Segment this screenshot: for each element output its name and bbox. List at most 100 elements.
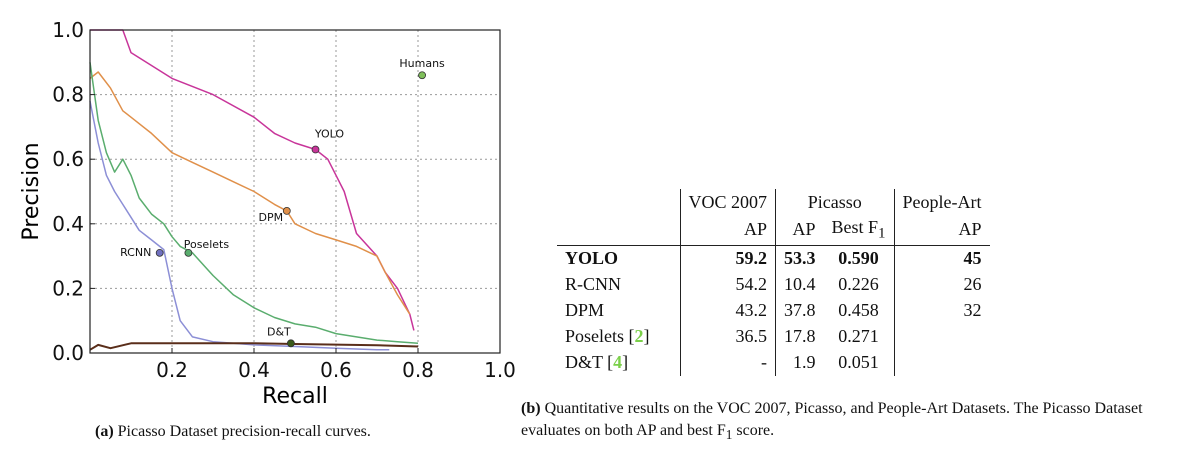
point-marker-dt [286,339,295,348]
y-tick-label: 0.6 [52,147,84,171]
col-best-f1: Best F1 [823,215,895,246]
axis-ticks: 0.2 0.4 0.6 0.8 1.0 0.0 0.2 0.4 0.6 0.8 1.0 [52,18,516,382]
cell-best-f1: 0.051 [838,352,879,373]
header-peopleart: People-Art [893,189,990,215]
row-method-name: R-CNN [557,272,680,298]
point-label: RCNN [120,246,151,259]
cell-voc-ap: 59.2 [679,245,776,272]
point-marker-rcnn [155,248,164,257]
point-label: DPM [258,211,283,224]
cell-picasso-ap: 53.3 [775,245,824,272]
cell-voc-ap: 54.2 [679,271,776,298]
cell-peopleart-ap: 32 [893,297,990,324]
cell-voc-ap: 36.5 [679,323,776,350]
row-method-name: YOLO [557,245,680,272]
table-row: R-CNN 54.2 10.4 0.226 26 [557,271,990,298]
results-table: VOC 2007 Picasso People-Art AP AP Best F… [557,189,990,376]
x-tick-label: 0.4 [238,358,270,382]
method-label: DPM [565,300,605,321]
col-best-f-sub: 1 [878,225,886,242]
cell-peopleart-ap: 45 [893,245,990,272]
header-picasso: Picasso [775,189,895,215]
col-picasso-ap: AP [775,215,824,246]
cell-voc-ap: - [679,349,776,376]
y-tick-label: 0.8 [52,83,84,107]
series-curves [89,29,419,351]
method-label: D&T [565,352,603,373]
col-peopleart-ap: AP [893,215,990,246]
table-body: YOLO 59.2 53.3 0.590 45 R-CNN 54.2 10.4 0.226 26 D… [557,245,990,376]
cell-best-f1: 0.458 [838,300,879,321]
caption-a-prefix: (a) [95,423,114,440]
cell-peopleart-ap: 26 [893,271,990,298]
cell-voc-ap: 43.2 [679,297,776,324]
caption-b-text: Quantitative results on the VOC 2007, Pi… [521,400,1143,439]
point-label: D&T [267,325,291,338]
col-best-f-label: Best F [831,217,879,237]
method-label: R-CNN [565,274,622,295]
grid-lines [90,29,501,354]
x-tick-label: 0.8 [402,358,434,382]
y-tick-label: 1.0 [52,18,84,42]
cell-picasso-ap: 10.4 [775,271,824,298]
series-line-poselets [89,62,419,345]
cell-picasso-ap: 17.8 [775,323,824,350]
x-tick-label: 1.0 [484,358,516,382]
empty-corner-2 [557,215,681,246]
col-voc-ap: AP [679,215,776,246]
x-axis-label: Recall [262,384,328,409]
cell-picasso-ap: 1.9 [775,349,824,376]
y-tick-label: 0.4 [52,212,84,236]
cell-best-f1: 0.271 [838,326,879,347]
table-row: YOLO 59.2 53.3 0.590 45 [557,245,990,272]
citation-link[interactable]: 4 [613,352,623,373]
cell-best-f1: 0.226 [838,274,879,295]
empty-corner [557,189,680,215]
table-row: Poselets [2] 36.5 17.8 0.271 [557,323,990,350]
cite-close-bracket: ] [643,326,650,347]
cell-picasso-ap: 37.8 [775,297,824,324]
cell-peopleart-ap [893,323,990,350]
point-marker-yolo [311,145,320,154]
col-header-row: AP AP Best F1 AP [557,215,990,246]
point-marker-dpm [282,206,291,215]
header-voc: VOC 2007 [679,189,776,215]
point-label: YOLO [314,128,345,141]
series-line-rcnn [89,100,390,351]
table-row: D&T [4] -1.9 0.051 [557,349,990,376]
row-method-name: Poselets [2] [557,324,680,350]
row-method-name: D&T [4] [557,350,680,376]
series-line-dt [89,342,419,351]
caption-a-text: Picasso Dataset precision-recall curves. [113,423,371,440]
method-label: Poselets [565,326,625,347]
point-label: Poselets [184,238,230,251]
cite-open-bracket: [ [624,326,635,347]
point-marker-poselets [184,248,193,257]
x-tick-label: 0.6 [320,358,352,382]
y-tick-label: 0.0 [52,341,84,365]
y-tick-label: 0.2 [52,276,84,300]
y-axis-label: Precision [19,142,44,240]
caption-b-suffix: score. [732,422,775,439]
citation-link[interactable]: 2 [634,326,644,347]
point-marker-humans [418,71,427,80]
plot-frame [89,29,501,354]
cell-peopleart-ap [893,349,990,376]
series-line-yolo [90,29,415,331]
cell-best-f1: 0.590 [838,248,879,269]
cite-close-bracket: ] [622,352,629,373]
row-method-name: DPM [557,298,680,324]
caption-a: (a) Picasso Dataset precision-recall cur… [95,421,455,443]
point-label: Humans [399,57,445,70]
group-header-row: VOC 2007 Picasso People-Art [557,189,990,215]
operating-points: Humans YOLO DPM Poselets RCNN D&T [120,57,445,348]
caption-b: (b) Quantitative results on the VOC 2007… [521,398,1171,446]
x-tick-label: 0.2 [156,358,188,382]
series-line-dpm [89,71,411,315]
cite-open-bracket: [ [602,352,614,373]
caption-b-prefix: (b) [521,400,541,417]
caption-b-sub: 1 [725,427,733,443]
method-label: YOLO [565,248,619,269]
table-row: DPM 43.2 37.8 0.458 32 [557,297,990,324]
